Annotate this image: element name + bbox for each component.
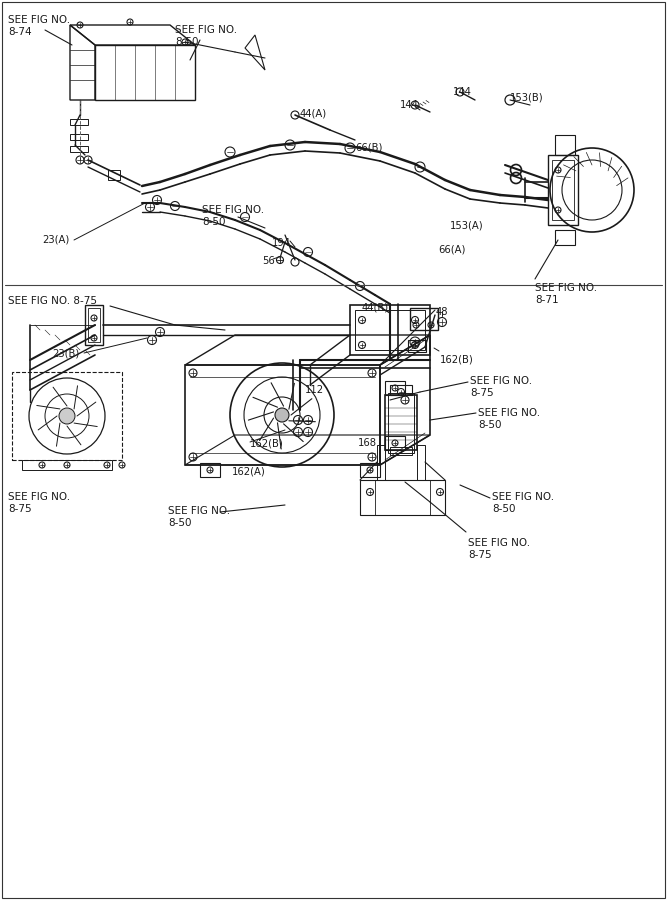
Bar	[22, 460, 112, 470]
Text: SEE FIG NO. 8-75: SEE FIG NO. 8-75	[8, 296, 97, 306]
Text: 162(A): 162(A)	[232, 467, 265, 477]
Text: 44(B): 44(B)	[362, 302, 389, 312]
Bar	[85, 305, 103, 345]
Text: 44(A): 44(A)	[300, 109, 327, 119]
Text: 162(B): 162(B)	[250, 438, 283, 448]
Text: 56: 56	[262, 256, 275, 266]
Bar	[555, 230, 575, 245]
Text: 153(B): 153(B)	[510, 92, 544, 102]
Text: 112: 112	[305, 385, 324, 395]
Text: 23(A): 23(A)	[42, 235, 69, 245]
Text: SEE FIG NO.
8-75: SEE FIG NO. 8-75	[468, 538, 530, 560]
Text: 144: 144	[453, 87, 472, 97]
Bar	[70, 146, 88, 152]
Text: 48: 48	[436, 307, 448, 317]
Text: SEE FIG NO.
8-75: SEE FIG NO. 8-75	[8, 492, 70, 514]
Text: 194: 194	[272, 238, 291, 248]
Text: SEE FIG NO.
8-50: SEE FIG NO. 8-50	[175, 25, 237, 47]
Text: SEE FIG NO.
8-75: SEE FIG NO. 8-75	[470, 376, 532, 398]
Bar	[70, 134, 88, 140]
Text: SEE FIG NO.
8-50: SEE FIG NO. 8-50	[478, 408, 540, 429]
Text: 66(B): 66(B)	[355, 142, 382, 152]
Circle shape	[275, 408, 289, 422]
Bar	[355, 310, 425, 350]
Bar	[350, 305, 430, 355]
Text: 23(B): 23(B)	[52, 348, 79, 358]
Bar	[385, 381, 405, 395]
Text: SEE FIG NO.
8-71: SEE FIG NO. 8-71	[535, 283, 597, 304]
Text: 66(A): 66(A)	[438, 245, 466, 255]
Bar	[12, 372, 122, 460]
Text: SEE FIG NO.
8-50: SEE FIG NO. 8-50	[168, 506, 230, 527]
Text: 144: 144	[400, 100, 419, 110]
Text: SEE FIG NO.
8-74: SEE FIG NO. 8-74	[8, 15, 70, 37]
Bar	[552, 160, 574, 220]
Bar	[555, 135, 575, 155]
Text: SEE FIG NO.
8-50: SEE FIG NO. 8-50	[492, 492, 554, 514]
Bar	[408, 340, 426, 352]
Bar	[108, 170, 120, 180]
Circle shape	[59, 408, 75, 424]
Bar	[88, 308, 100, 342]
Bar	[385, 395, 417, 450]
Bar	[390, 447, 412, 455]
Bar	[360, 463, 380, 477]
Text: SEE FIG NO.
8-50: SEE FIG NO. 8-50	[202, 205, 264, 227]
Text: 153(A): 153(A)	[450, 220, 484, 230]
Text: 168: 168	[358, 438, 377, 448]
Text: 162(B): 162(B)	[440, 355, 474, 365]
Bar	[388, 393, 414, 453]
Bar	[390, 385, 412, 395]
Bar	[385, 436, 405, 450]
Bar	[200, 463, 220, 477]
Bar	[548, 155, 578, 225]
Bar	[410, 308, 438, 330]
Bar	[70, 119, 88, 125]
